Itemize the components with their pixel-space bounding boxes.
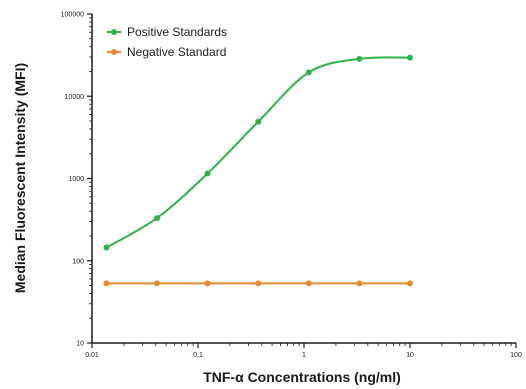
x-tick-label: 100 (510, 352, 522, 359)
series-layer (103, 54, 413, 287)
legend: Positive Standards Negative Standard (107, 25, 227, 59)
axes: 0.01 0.1 1 10 100 10 100 1000 10000 100000 (61, 12, 522, 360)
x-tick-label: 10 (406, 352, 414, 359)
x-tick-label: 0.01 (85, 352, 99, 359)
data-point (356, 280, 363, 287)
data-point (305, 69, 312, 76)
legend-label: Positive Standards (127, 25, 227, 39)
y-tick-label: 100000 (61, 12, 84, 19)
data-point (204, 280, 211, 287)
y-tick-label: 10 (76, 341, 84, 348)
data-point (153, 280, 160, 287)
data-point (407, 280, 413, 287)
data-point (204, 170, 211, 177)
y-tick-label: 1000 (68, 176, 84, 183)
data-point (255, 280, 262, 287)
data-point (153, 215, 160, 222)
data-point (103, 280, 110, 287)
legend-marker (111, 29, 117, 35)
legend-marker (111, 49, 117, 55)
x-axis-title: TNF-α Concentrations (ng/ml) (203, 369, 401, 385)
data-point (407, 54, 413, 61)
y-tick-label: 10000 (65, 94, 85, 101)
x-tick-label: 1 (302, 352, 306, 359)
x-tick-label: 0.1 (193, 352, 203, 359)
y-tick-label: 100 (72, 258, 84, 265)
data-point (305, 280, 312, 287)
legend-label: Negative Standard (127, 45, 226, 59)
data-point (255, 118, 262, 125)
data-point (103, 244, 110, 251)
data-point (356, 55, 363, 62)
series-line (105, 56, 411, 249)
y-axis-title: Median Fluorescent Intensity (MFI) (12, 63, 28, 293)
